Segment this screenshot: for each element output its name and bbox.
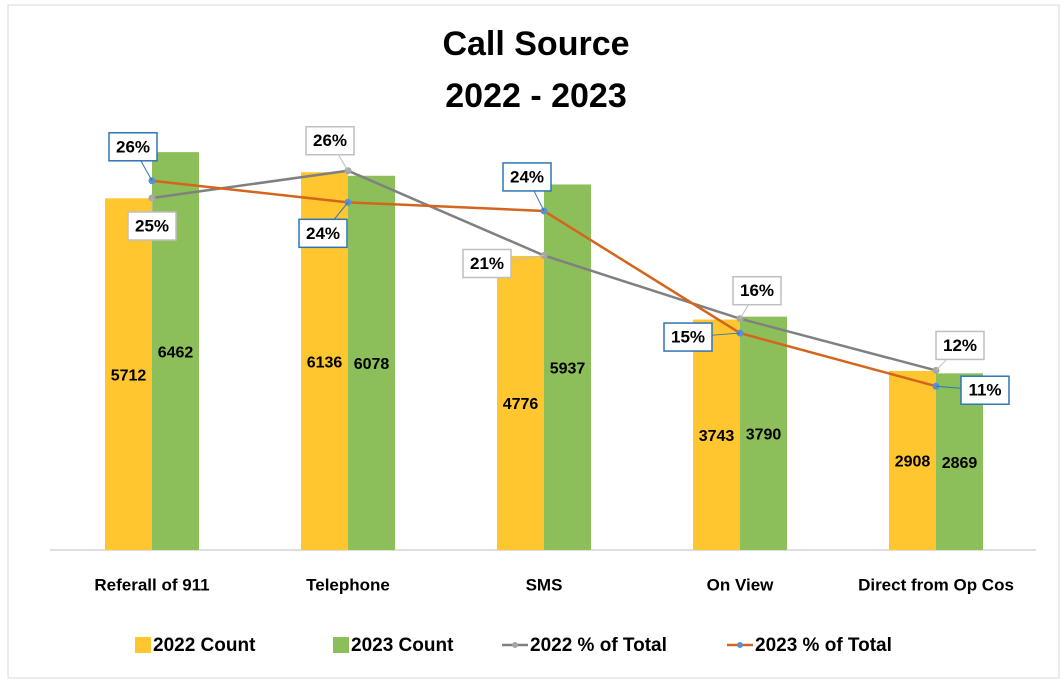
bar	[348, 175, 395, 550]
label-box	[502, 162, 552, 192]
chart-subtitle: 2022 - 2023	[445, 77, 627, 115]
label-box	[462, 248, 512, 279]
data-label: 2869	[942, 455, 978, 472]
legend-label: 2023 % of Total	[755, 635, 892, 656]
x-tick-label: SMS	[526, 575, 563, 594]
data-label: 24%	[510, 167, 544, 186]
data-label: 25%	[135, 217, 169, 236]
data-label: 5937	[550, 360, 586, 377]
label-box	[298, 218, 348, 249]
data-label: 3743	[699, 428, 735, 445]
data-label: 4776	[503, 396, 539, 413]
chart-title: Call Source	[442, 25, 629, 63]
bar	[544, 184, 591, 550]
legend-label: 2022 % of Total	[530, 635, 667, 656]
data-label: 3790	[746, 427, 782, 444]
bar	[693, 319, 740, 550]
bar	[497, 255, 544, 550]
bar	[740, 316, 787, 550]
label-box	[305, 125, 355, 156]
data-label: 5712	[111, 367, 147, 384]
label-box	[108, 132, 158, 162]
legend: 2022 Count 2023 Count 2022 % of Total 2023 …	[135, 635, 892, 656]
data-label: 16%	[740, 281, 774, 300]
data-label: 26%	[313, 131, 347, 150]
bar	[105, 198, 152, 550]
legend-swatch	[333, 637, 349, 653]
label-box	[732, 275, 782, 306]
x-tick-label: Direct from Op Cos	[858, 575, 1014, 594]
label-box	[663, 322, 713, 352]
label-box	[127, 211, 177, 241]
data-label: 6462	[158, 344, 194, 361]
data-label: 6078	[354, 356, 390, 373]
data-label: 26%	[116, 137, 150, 156]
label-box	[960, 375, 1010, 405]
legend-marker	[737, 642, 743, 648]
legend-swatch	[135, 637, 151, 653]
bar	[889, 370, 936, 550]
x-tick-label: On View	[707, 575, 775, 594]
x-tick-label: Referall of 911	[94, 575, 209, 594]
data-label: 15%	[671, 328, 705, 347]
data-label: 6136	[307, 354, 343, 371]
x-tick-label: Telephone	[306, 575, 390, 594]
data-label: 21%	[470, 254, 504, 273]
data-label: 12%	[943, 336, 977, 355]
legend-marker	[512, 642, 518, 648]
data-label: 24%	[306, 224, 340, 243]
legend-label: 2023 Count	[351, 635, 454, 656]
data-label: 2908	[895, 454, 931, 471]
data-label: 11%	[968, 381, 1001, 400]
legend-label: 2022 Count	[153, 635, 256, 656]
label-box	[935, 330, 985, 361]
